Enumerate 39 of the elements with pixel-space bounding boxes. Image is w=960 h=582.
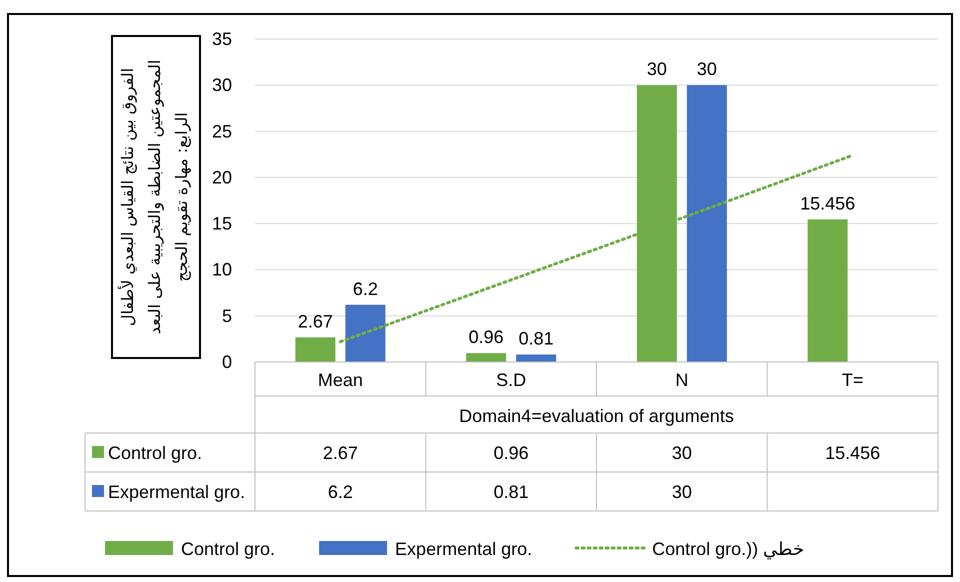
text: 30: [696, 59, 717, 80]
text: 30: [646, 59, 667, 80]
data-label: 0.96: [494, 443, 529, 463]
x-tick-label: T=: [842, 370, 864, 390]
bar: [516, 354, 556, 362]
x-axis-title: Domain4=evaluation of arguments: [459, 406, 734, 426]
data-label: 30: [672, 443, 692, 463]
legend-label: Expermental gro.: [108, 482, 246, 502]
data-label: 30: [672, 482, 692, 502]
y-axis-title: الفروق بين نتائج القياس البعدي لأطفال المجموعتين الضابطة والتجريبية على البعد الرابع: مهارة تقويم الحجج: [116, 58, 192, 336]
text: Control gro.: [181, 539, 276, 559]
data-label: 0.81: [494, 482, 529, 502]
text: 15.456: [800, 193, 856, 214]
legend-label: Control gro.: [108, 443, 202, 463]
text: 0.96: [468, 327, 504, 348]
y-tick-label: 15: [212, 214, 232, 234]
x-tick-label: Mean: [318, 370, 363, 390]
y-tick-label: 5: [222, 306, 232, 326]
y-tick-label: 20: [212, 167, 232, 188]
x-tick-label: N: [675, 370, 688, 390]
bar: [686, 85, 727, 362]
y-tick-label: 0: [222, 352, 232, 372]
bar: [466, 353, 506, 362]
y-tick-label: 25: [212, 121, 232, 142]
y-tick-label: 35: [212, 29, 232, 49]
bar: [808, 219, 848, 362]
text: 2.67: [298, 311, 333, 332]
data-label: 2.67: [322, 443, 358, 463]
bar: [345, 304, 386, 362]
data-label: 15.456: [825, 443, 880, 463]
text: 6.2: [352, 278, 378, 299]
text: 0.81: [518, 328, 554, 349]
x-tick-label: S.D: [496, 370, 526, 390]
text: Expermental gro.: [395, 539, 532, 559]
data-label: 6.2: [328, 482, 353, 502]
y-tick-label: 10: [212, 260, 232, 280]
legend-label: Control gro.)) خطي: [652, 539, 804, 559]
y-tick-label: 30: [212, 75, 232, 96]
bar: [295, 337, 336, 362]
